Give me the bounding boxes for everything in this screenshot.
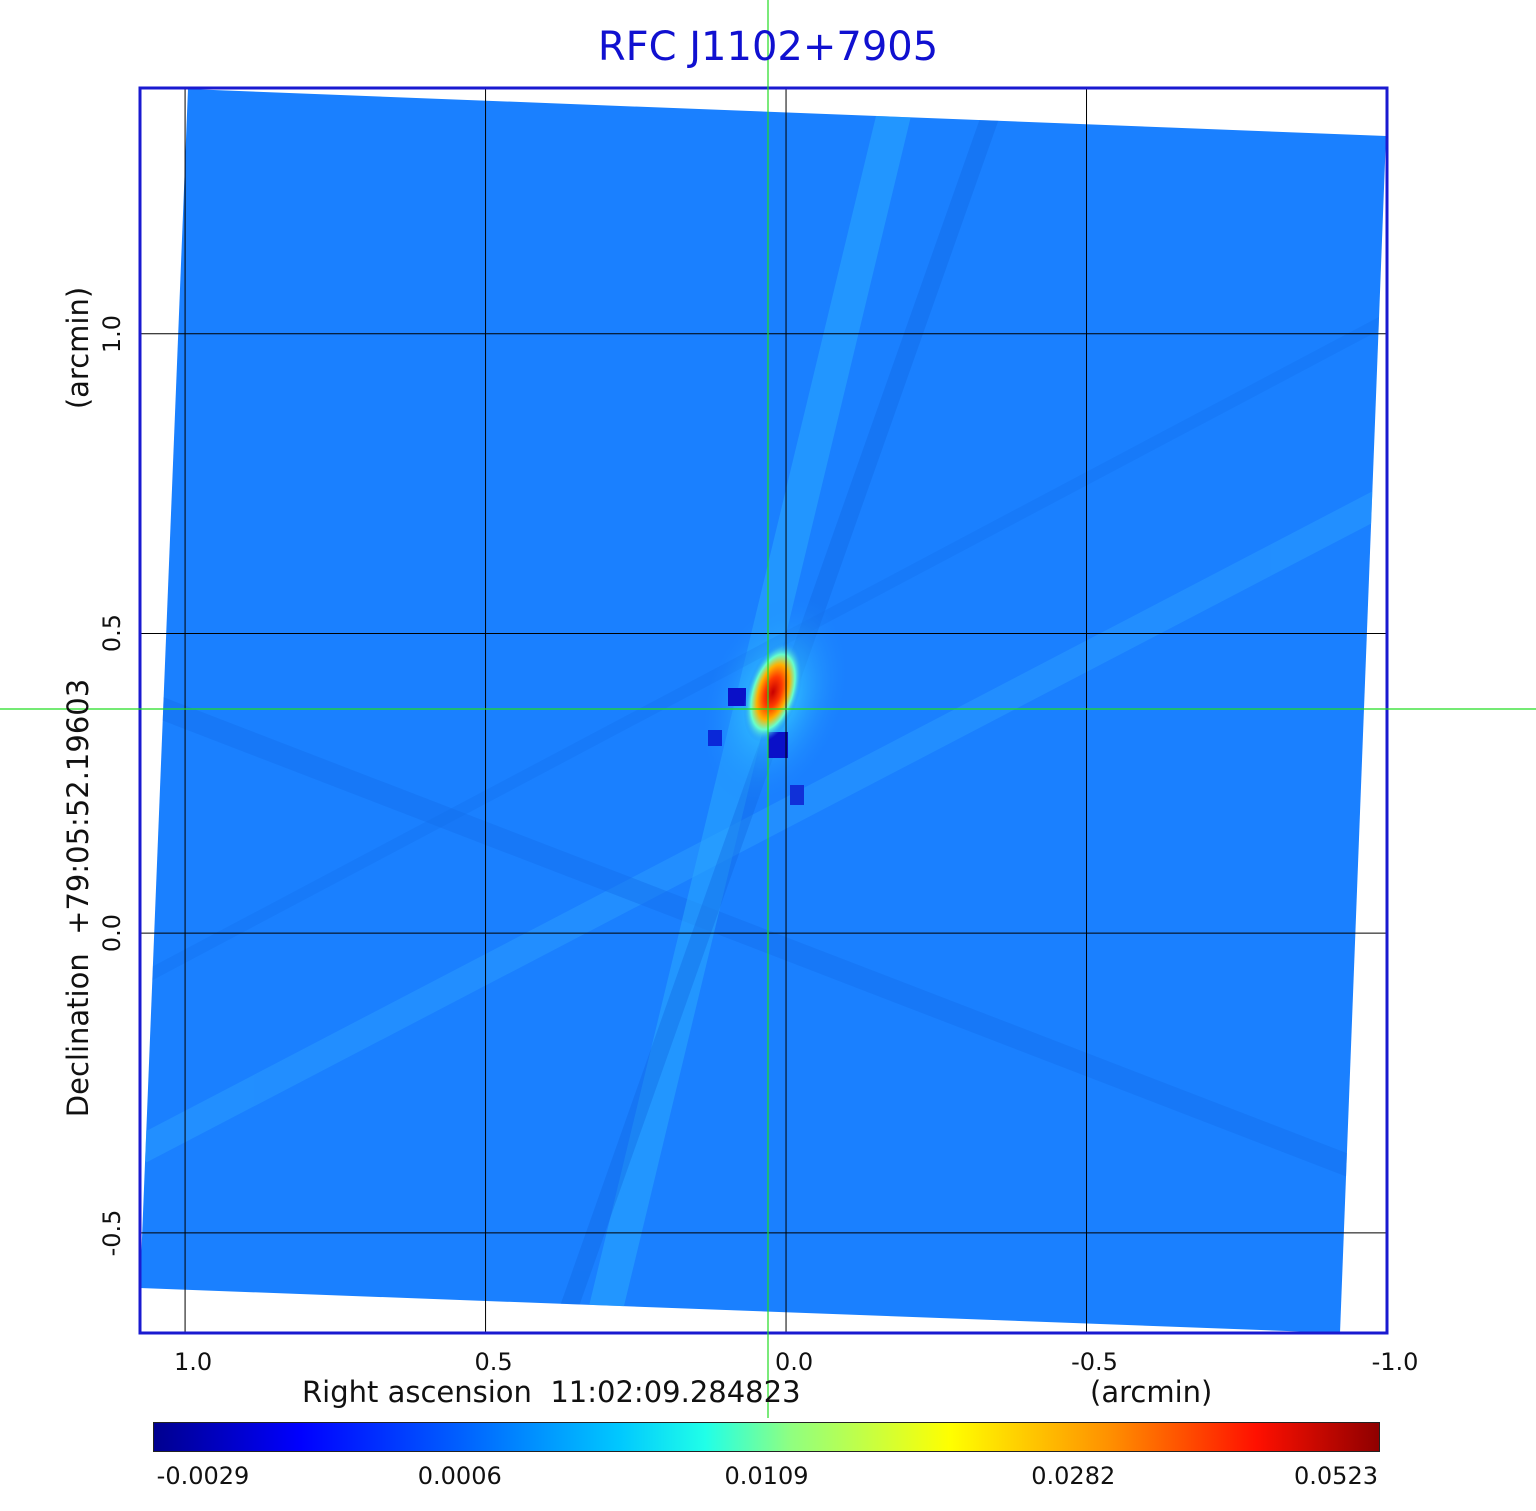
colorbar-tick-label: 0.0109 — [724, 1462, 809, 1490]
x-tick-label: -1.0 — [1371, 1348, 1419, 1376]
colorbar-tick-label: 0.0523 — [1294, 1462, 1378, 1490]
x-tick-label: 1.0 — [173, 1348, 213, 1376]
y-tick-label: 0.0 — [98, 914, 126, 953]
colorbar-tick-label: 0.0006 — [417, 1462, 502, 1490]
y-tick-label: -0.5 — [98, 1209, 126, 1257]
colorbar-tick-label: -0.0029 — [156, 1462, 250, 1490]
y-tick-label: 0.5 — [98, 614, 126, 653]
colorbar — [153, 1422, 1380, 1452]
y-axis-label: Declination +79:05:52.19603 — [61, 678, 95, 1118]
y-tick-label: 1.0 — [98, 314, 126, 353]
x-axis-unit: (arcmin) — [1090, 1375, 1213, 1409]
source-peak — [743, 641, 803, 743]
plot-frame — [138, 86, 1389, 1335]
colorbar-tick-label: 0.0282 — [1031, 1462, 1116, 1490]
x-tick-label: 0.0 — [774, 1348, 814, 1376]
x-tick-label: 0.5 — [474, 1348, 513, 1376]
chart-title: RFC J1102+7905 — [597, 24, 939, 70]
x-tick-label: -0.5 — [1071, 1348, 1118, 1376]
map-structure — [140, 89, 1386, 1333]
x-axis-label: Right ascension 11:02:09.284823 — [302, 1375, 801, 1409]
y-axis-unit: (arcmin) — [61, 286, 95, 410]
